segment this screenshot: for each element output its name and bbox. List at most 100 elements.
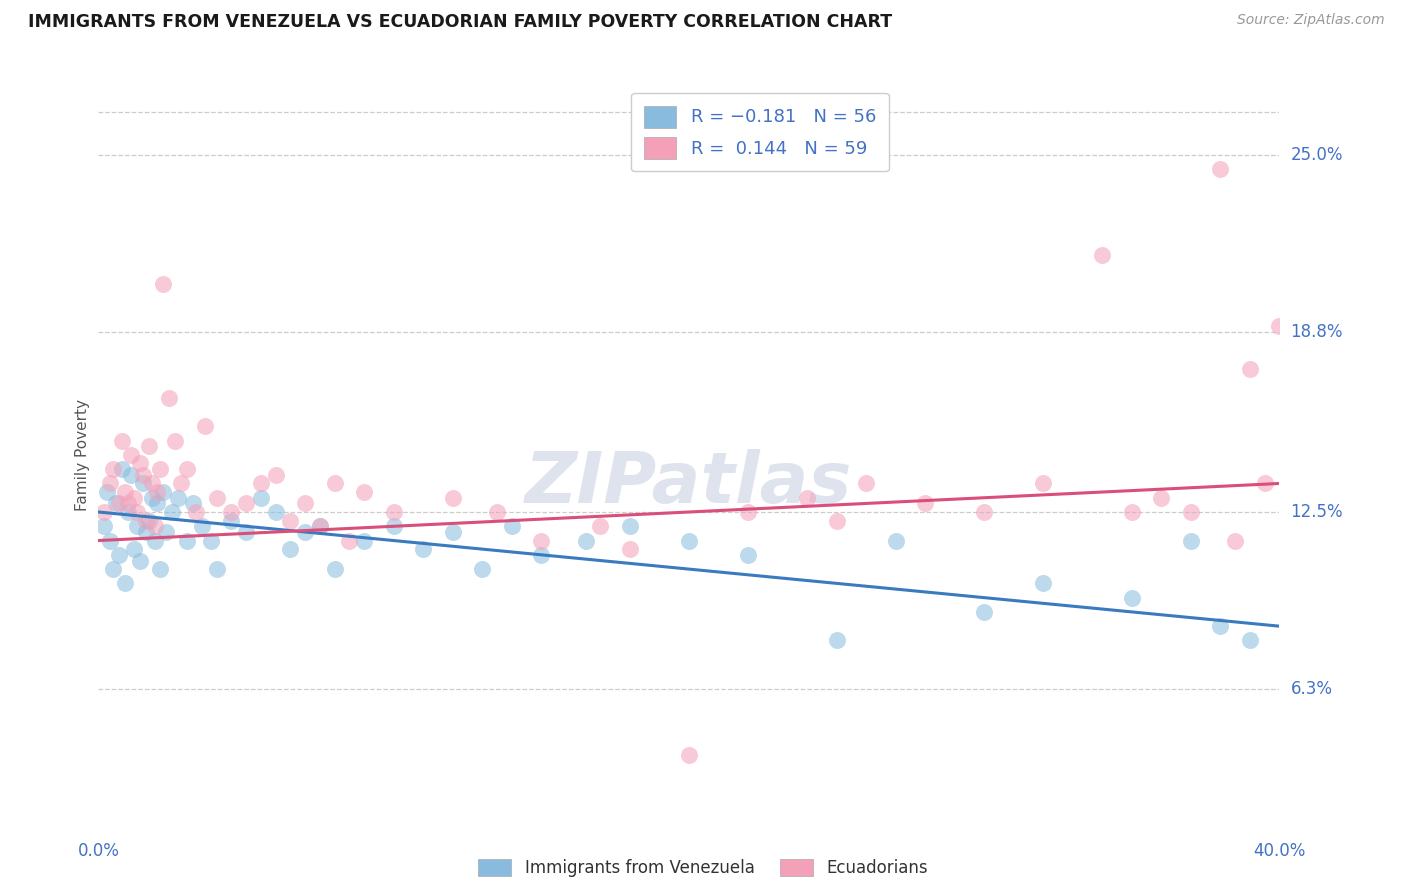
Point [1209,162,1232,177]
Point [264,467,287,482]
Point [194,419,217,434]
Point [143,519,166,533]
Point [176,462,198,476]
Point [1209,619,1232,633]
Point [157,391,180,405]
Point [191,519,214,533]
Point [149,462,172,476]
Point [132,476,155,491]
Point [96,485,118,500]
Point [120,448,142,462]
Point [138,439,160,453]
Point [235,524,257,539]
Point [93,505,115,519]
Point [219,505,243,519]
Point [412,542,434,557]
Point [678,533,700,548]
Point [122,542,145,557]
Point [1268,319,1291,334]
Point [135,524,157,539]
Point [138,514,160,528]
Point [855,476,877,491]
Point [1239,362,1261,376]
Point [619,519,641,533]
Point [250,476,273,491]
Point [1180,533,1202,548]
Text: 40.0%: 40.0% [1253,842,1306,860]
Point [737,548,759,562]
Point [1032,476,1054,491]
Point [914,496,936,510]
Point [278,514,302,528]
Point [165,434,187,448]
Point [149,562,172,576]
Point [135,514,157,528]
Point [167,491,190,505]
Point [122,491,145,505]
Point [184,505,207,519]
Text: ZIPatlas: ZIPatlas [526,449,852,518]
Point [1239,633,1261,648]
Point [441,524,464,539]
Point [235,496,257,510]
Point [574,533,596,548]
Point [205,491,228,505]
Point [114,485,136,500]
Point [973,505,995,519]
Point [162,505,183,519]
Point [111,462,134,476]
Point [884,533,907,548]
Text: Source: ZipAtlas.com: Source: ZipAtlas.com [1237,13,1385,28]
Point [501,519,523,533]
Point [1121,591,1143,605]
Y-axis label: Family Poverty: Family Poverty [75,399,90,511]
Point [111,434,134,448]
Point [141,476,163,491]
Text: IMMIGRANTS FROM VENEZUELA VS ECUADORIAN FAMILY POVERTY CORRELATION CHART: IMMIGRANTS FROM VENEZUELA VS ECUADORIAN … [28,13,893,31]
Point [181,496,204,510]
Point [103,462,125,476]
Point [278,542,302,557]
Text: 25.0%: 25.0% [1291,146,1343,164]
Point [1223,533,1246,548]
Point [486,505,509,519]
Point [128,457,150,471]
Point [382,519,405,533]
Point [146,485,169,500]
Point [105,496,128,510]
Point [737,505,759,519]
Point [337,533,360,548]
Point [1254,476,1277,491]
Point [309,519,332,533]
Point [250,491,273,505]
Legend: R = −0.181   N = 56, R =  0.144   N = 59: R = −0.181 N = 56, R = 0.144 N = 59 [631,93,889,171]
Point [353,533,375,548]
Point [143,533,166,548]
Point [146,496,169,510]
Point [1180,505,1202,519]
Point [530,533,553,548]
Point [152,485,174,500]
Point [117,505,139,519]
Point [589,519,612,533]
Point [264,505,287,519]
Point [471,562,494,576]
Point [1091,248,1114,262]
Point [530,548,553,562]
Point [1121,505,1143,519]
Point [114,576,136,591]
Point [98,533,121,548]
Point [294,524,316,539]
Point [323,476,346,491]
Point [170,476,193,491]
Point [152,277,174,291]
Point [128,553,150,567]
Point [309,519,332,533]
Text: 18.8%: 18.8% [1291,323,1343,341]
Point [108,548,131,562]
Point [120,467,142,482]
Point [353,485,375,500]
Point [678,747,700,762]
Point [108,496,131,510]
Point [382,505,405,519]
